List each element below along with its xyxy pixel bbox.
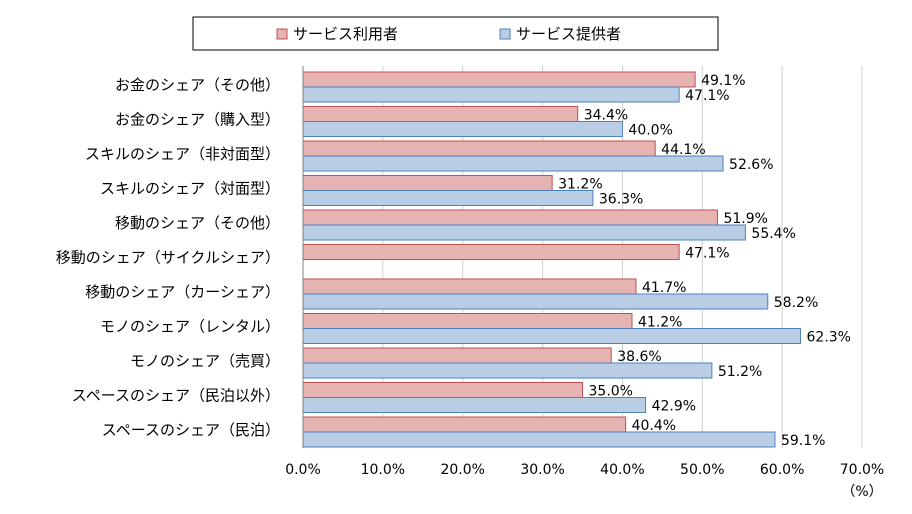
bar-provider — [302, 121, 623, 137]
x-tick-label: 50.0% — [680, 462, 724, 478]
value-label: 41.2% — [638, 315, 682, 331]
value-label: 36.3% — [599, 192, 643, 208]
bar-user — [302, 416, 627, 433]
bar-user — [302, 278, 637, 295]
category-label: 移動のシェア（カーシェア） — [85, 283, 280, 301]
legend: サービス利用者 サービス提供者 — [192, 16, 719, 51]
legend-label-provider: サービス提供者 — [516, 25, 621, 43]
bar-user — [302, 347, 612, 364]
bar-provider — [302, 190, 594, 206]
category-labels: お金のシェア（その他） お金のシェア（購入型） スキルのシェア（非対面型） スキルのシ… — [56, 76, 280, 439]
value-label: 34.4% — [584, 108, 628, 124]
bar-user — [302, 382, 583, 398]
category-label: お金のシェア（購入型） — [115, 111, 280, 129]
bar-provider — [302, 224, 746, 241]
value-label: 51.9% — [723, 211, 767, 227]
x-tick-label: 70.0% — [840, 462, 884, 478]
value-label: 51.2% — [718, 364, 762, 380]
category-label: スペースのシェア（民泊以外） — [72, 387, 280, 405]
legend-label-user: サービス利用者 — [293, 25, 398, 43]
category-label: 移動のシェア（サイクルシェア） — [56, 249, 280, 267]
bar-provider — [302, 397, 647, 413]
x-tick-label: 10.0% — [361, 462, 405, 478]
x-tick-labels: 0.0% 10.0% 20.0% 30.0% 40.0% 50.0% 60.0% 70.0% — [285, 462, 884, 478]
bars — [302, 71, 802, 448]
category-label: 移動のシェア（その他） — [115, 214, 280, 232]
value-label: 40.4% — [632, 418, 676, 434]
value-label: 58.2% — [774, 295, 818, 311]
value-label: 52.6% — [729, 157, 773, 173]
x-tick-label: 60.0% — [760, 462, 804, 478]
value-label: 38.6% — [617, 349, 661, 365]
x-tick-label: 30.0% — [520, 462, 564, 478]
value-label: 31.2% — [558, 177, 602, 193]
value-label: 59.1% — [781, 433, 825, 449]
value-label: 42.9% — [652, 399, 696, 415]
x-tick-label: 40.0% — [600, 462, 644, 478]
value-label: 41.7% — [642, 280, 686, 296]
value-label: 47.1% — [685, 88, 729, 104]
bar-user — [302, 244, 680, 260]
bar-user — [302, 140, 656, 157]
bar-provider — [302, 431, 776, 448]
bar-provider — [302, 362, 713, 379]
bar-provider — [302, 328, 802, 344]
category-label: お金のシェア（その他） — [115, 76, 280, 94]
value-labels: 49.1%47.1%34.4%40.0%44.1%52.6%31.2%36.3%… — [558, 73, 851, 449]
bar-provider — [302, 293, 769, 310]
bar-user — [302, 106, 579, 122]
value-label: 47.1% — [685, 246, 729, 262]
value-label: 49.1% — [701, 73, 745, 89]
unit-label: （%） — [841, 484, 882, 500]
value-label: 40.0% — [628, 123, 672, 139]
value-label: 55.4% — [751, 226, 795, 242]
bar-provider — [302, 155, 724, 172]
legend-swatch-user — [276, 28, 288, 40]
category-label: モノのシェア（レンタル） — [100, 318, 280, 336]
legend-box — [192, 16, 719, 51]
value-label: 35.0% — [589, 384, 633, 400]
category-label: スキルのシェア（非対面型） — [85, 145, 280, 163]
bar-user — [302, 175, 553, 191]
category-label: モノのシェア（売買） — [130, 352, 280, 370]
category-label: スキルのシェア（対面型） — [100, 180, 280, 198]
value-label: 62.3% — [807, 330, 851, 346]
bar-provider — [302, 86, 680, 103]
bar-user — [302, 71, 696, 88]
bar-user — [302, 209, 718, 226]
legend-swatch-provider — [499, 28, 511, 40]
category-label: スペースのシェア（民泊） — [102, 421, 280, 439]
value-label: 44.1% — [661, 142, 705, 158]
x-tick-label: 20.0% — [440, 462, 484, 478]
x-tick-label: 0.0% — [285, 462, 321, 478]
bar-user — [302, 313, 633, 329]
